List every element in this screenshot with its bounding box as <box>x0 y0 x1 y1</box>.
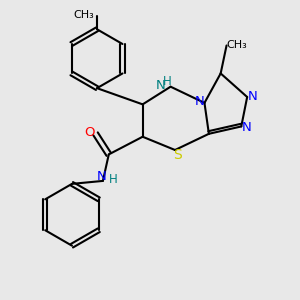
Text: N: N <box>194 95 204 108</box>
Text: N: N <box>97 170 106 183</box>
Text: CH₃: CH₃ <box>226 40 247 50</box>
Text: H: H <box>109 173 118 186</box>
Text: H: H <box>163 75 172 88</box>
Text: CH₃: CH₃ <box>74 10 94 20</box>
Text: O: O <box>84 126 94 139</box>
Text: N: N <box>242 122 251 134</box>
Text: N: N <box>155 79 165 92</box>
Text: S: S <box>174 148 182 162</box>
Text: N: N <box>248 91 257 103</box>
